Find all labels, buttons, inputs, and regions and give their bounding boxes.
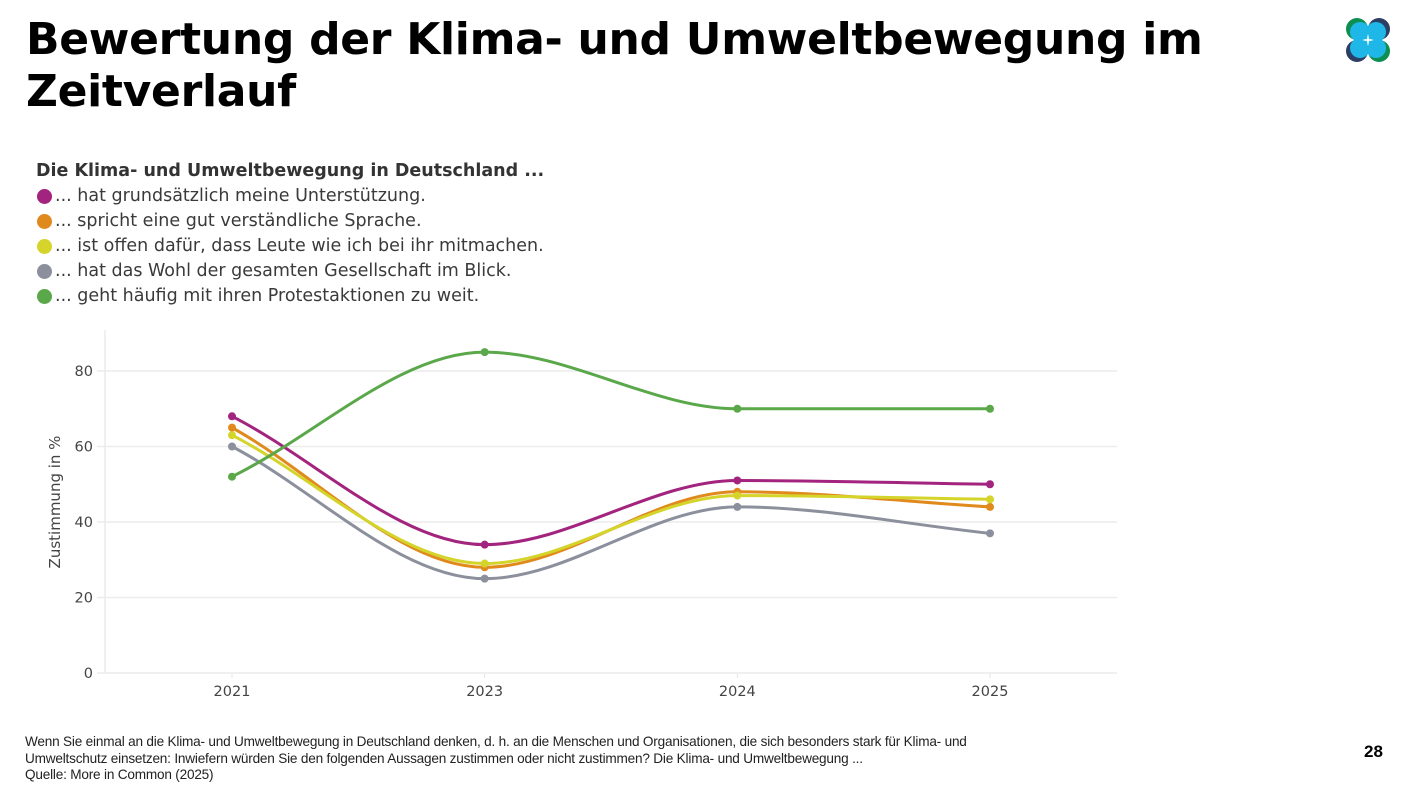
y-tick-label: 60 [75,440,93,456]
legend-item-open: ... ist offen dafür, dass Leute wie ich … [36,234,544,259]
line-chart: 0 20 40 60 80 2021 2023 2024 2025 Zustimmung in… [46,330,1117,700]
data-point [986,495,994,504]
data-point [986,480,994,489]
y-tick-label: 40 [75,515,93,531]
series-line [230,433,992,566]
data-point [733,502,742,511]
x-tick-label: 2023 [466,684,503,700]
chart-legend: Die Klima- und Umweltbewegung in Deutsch… [36,158,544,309]
y-tick-label: 0 [84,666,93,682]
x-tick-label: 2025 [972,684,1009,700]
legend-item-society: ... hat das Wohl der gesamten Gesellscha… [36,259,544,284]
data-point [480,348,489,357]
grid-lines [97,330,1117,674]
legend-dot-society [37,264,52,279]
page-number: 28 [1364,742,1383,761]
legend-dot-open [37,239,52,254]
series-5 [228,348,994,481]
legend-label: ... geht häufig mit ihren Protestaktione… [55,286,480,306]
footnote-question-line-2: Umweltschutz einsetzen: Inwiefern würden… [25,750,863,766]
data-point [228,431,236,440]
legend-label: ... hat grundsätzlich meine Unterstützun… [55,186,426,206]
legend-dot-language [37,214,52,229]
series-3 [228,431,994,568]
legend-dot-protest [37,289,52,304]
y-axis-label: Zustimmung in % [46,436,64,569]
x-axis: 2021 2023 2024 2025 [214,673,1009,700]
data-point [480,540,489,549]
footnote-source: Quelle: More in Common (2025) [25,767,214,782]
legend-item-support: ... hat grundsätzlich meine Unterstützun… [36,184,544,209]
series-4 [228,442,994,583]
data-point [228,472,236,481]
series-lines [228,348,994,583]
x-tick-label: 2021 [214,684,251,700]
series-1 [228,412,994,549]
slide-title: Bewertung der Klima- und Umweltbewegung … [26,14,1203,117]
y-tick-label: 20 [75,591,93,607]
data-point [733,491,742,500]
legend-item-language: ... spricht eine gut verständliche Sprac… [36,209,544,234]
data-point [228,423,236,432]
series-line [230,445,992,581]
data-point [733,404,742,413]
x-tick-label: 2024 [719,684,756,700]
data-point [480,559,489,568]
data-point [228,442,236,451]
series-line [230,350,992,479]
y-axis: 0 20 40 60 80 [75,364,93,682]
footnote: Wenn Sie einmal an die Klima- und Umwelt… [25,734,967,784]
legend-item-protest: ... geht häufig mit ihren Protestaktione… [36,284,544,309]
data-point [986,502,994,511]
four-circles-logo-icon [1346,18,1390,62]
legend-title: Die Klima- und Umweltbewegung in Deutsch… [36,161,545,181]
legend-label: ... spricht eine gut verständliche Sprac… [55,211,422,231]
y-tick-label: 80 [75,364,93,380]
legend-dot-support [37,189,52,204]
data-point [986,404,994,413]
footnote-question-line-1: Wenn Sie einmal an die Klima- und Umwelt… [25,734,967,749]
data-point [480,574,489,583]
series-line [230,414,992,547]
data-point [228,412,236,421]
legend-label: ... hat das Wohl der gesamten Gesellscha… [55,261,512,281]
data-point [733,476,742,485]
legend-label: ... ist offen dafür, dass Leute wie ich … [55,236,544,256]
data-point [986,529,994,538]
